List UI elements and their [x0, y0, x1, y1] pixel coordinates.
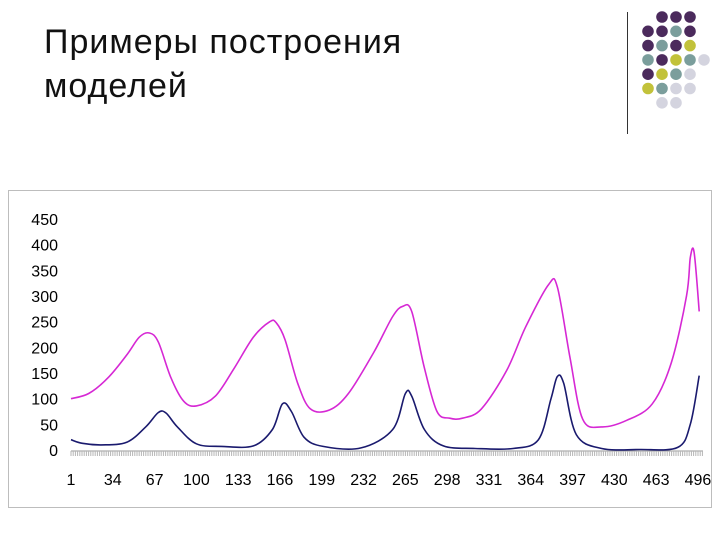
slide-title-line-2: моделей: [44, 67, 188, 105]
x-tick-label: 397: [559, 472, 586, 489]
y-tick-label: 250: [31, 315, 58, 332]
x-tick-label: 166: [267, 472, 294, 489]
decorative-dot: [698, 54, 710, 66]
y-tick-label: 300: [31, 289, 58, 306]
decorative-dot: [684, 25, 696, 38]
x-tick-label: 1: [67, 472, 76, 489]
x-tick-label: 133: [225, 472, 252, 489]
decorative-dot: [670, 97, 682, 109]
series-line-2: [70, 374, 700, 451]
decorative-dot: [670, 68, 682, 80]
y-tick-label: 400: [31, 238, 58, 255]
decorative-dot: [656, 25, 668, 38]
x-tick-label: 298: [434, 472, 461, 489]
decorative-dot: [656, 82, 668, 95]
y-tick-label: 350: [31, 263, 58, 280]
x-tick-label: 100: [183, 472, 210, 489]
slide-title-line-1: Примеры построения: [44, 23, 403, 61]
x-tick-label: 67: [146, 472, 164, 489]
y-tick-label: 100: [31, 392, 58, 409]
x-axis-tick-marks: [70, 451, 703, 456]
decorative-dot-grid: [642, 11, 710, 109]
slide-title: Примеры построения моделей: [44, 20, 402, 108]
decorative-dot: [684, 54, 696, 66]
decorative-dot: [670, 54, 682, 66]
x-tick-label: 232: [350, 472, 377, 489]
y-tick-label: 50: [40, 417, 58, 434]
decorative-dot: [656, 68, 668, 80]
decorative-dot: [656, 97, 668, 109]
decorative-dot: [642, 39, 654, 52]
decorative-dot: [642, 25, 654, 38]
decorative-dot: [670, 11, 682, 23]
decorative-dot: [670, 39, 682, 52]
y-tick-label: 150: [31, 366, 58, 383]
decorative-dot: [656, 11, 668, 23]
line-chart: 450 400 350 300 250 200 150 100 50 01 34 67 100 133 16…: [31, 212, 711, 489]
decorative-dot: [656, 54, 668, 66]
x-tick-label: 463: [643, 472, 670, 489]
series-line-1: [70, 247, 700, 429]
decorative-dot: [684, 11, 696, 23]
x-tick-label: 331: [476, 472, 503, 489]
x-tick-label: 430: [601, 472, 628, 489]
y-tick-label: 0: [49, 443, 58, 460]
decorative-dot: [642, 68, 654, 80]
decorative-dot: [684, 68, 696, 80]
decorative-dot: [670, 25, 682, 38]
x-tick-label: 265: [392, 472, 419, 489]
y-tick-label: 450: [31, 212, 58, 229]
y-tick-label: 200: [31, 340, 58, 357]
x-tick-label: 496: [685, 472, 711, 489]
decorative-dot: [684, 82, 696, 95]
decorative-dot: [684, 39, 696, 52]
decorative-divider: [627, 12, 628, 134]
decorative-dot: [642, 54, 654, 66]
x-tick-label: 34: [104, 472, 122, 489]
x-tick-label: 199: [308, 472, 335, 489]
chart-frame: 450 400 350 300 250 200 150 100 50 0 1 34 67 100 133 16…: [8, 190, 712, 508]
x-tick-label: 364: [517, 472, 544, 489]
decorative-dot: [656, 39, 668, 52]
decorative-dot: [642, 82, 654, 95]
decorative-dot: [670, 82, 682, 95]
